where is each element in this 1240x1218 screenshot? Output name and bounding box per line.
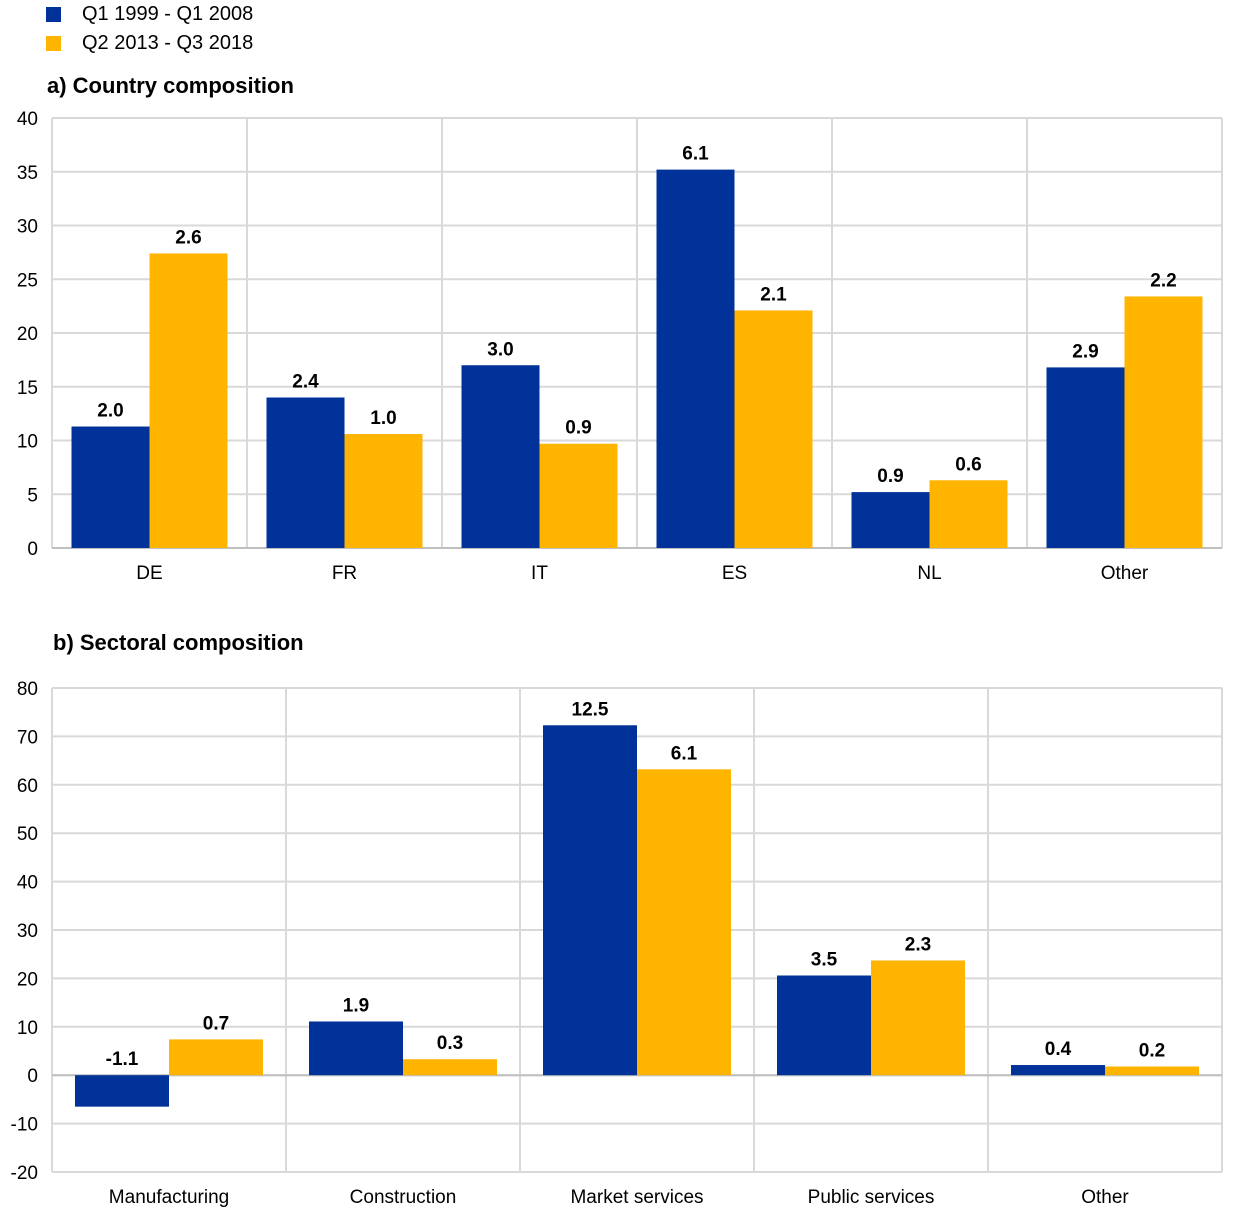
bar bbox=[344, 434, 423, 548]
bar bbox=[149, 253, 228, 548]
y-tick-label: 60 bbox=[17, 776, 38, 797]
country-composition-chart: 0 5 10 15 20 25 30 35 40 2.0 2.6 DE 2.4 1.0 FR 3.0 0.9 IT… bbox=[17, 109, 1223, 584]
bar-value-label: 0.6 bbox=[955, 454, 981, 475]
y-tick-label: 70 bbox=[17, 727, 38, 748]
bar-value-label: 0.2 bbox=[1139, 1040, 1165, 1061]
bar-value-label: 12.5 bbox=[572, 699, 609, 720]
category-label: Public services bbox=[808, 1187, 935, 1208]
category-label: Market services bbox=[570, 1187, 703, 1208]
legend-label: Q2 2013 - Q3 2018 bbox=[82, 32, 254, 54]
category-label: FR bbox=[332, 563, 357, 584]
y-tick-label: 10 bbox=[17, 1018, 38, 1039]
y-tick-label: 30 bbox=[17, 217, 38, 238]
category-label: DE bbox=[136, 563, 162, 584]
bar-value-label: 6.1 bbox=[682, 144, 709, 165]
y-tick-label: 20 bbox=[17, 324, 38, 345]
bar-value-label: 2.9 bbox=[1072, 341, 1098, 362]
bar bbox=[929, 480, 1008, 548]
bar-value-label: 1.0 bbox=[370, 408, 396, 429]
bar bbox=[539, 443, 618, 548]
y-tick-label: 0 bbox=[27, 1066, 38, 1087]
bar bbox=[637, 769, 731, 1076]
y-tick-label: 80 bbox=[17, 679, 38, 700]
bar bbox=[1105, 1066, 1199, 1076]
y-tick-label: 35 bbox=[17, 163, 38, 184]
category-label: Manufacturing bbox=[109, 1187, 229, 1208]
category-label: ES bbox=[722, 563, 747, 584]
bar-value-label: 2.6 bbox=[175, 227, 201, 248]
y-tick-label: 0 bbox=[27, 539, 38, 560]
bar-value-label: 0.9 bbox=[877, 466, 903, 487]
bar-value-label: 6.1 bbox=[671, 743, 698, 764]
bar-value-label: 3.5 bbox=[811, 949, 838, 970]
bar bbox=[71, 426, 150, 548]
bar bbox=[461, 365, 540, 548]
bar-value-label: 0.3 bbox=[437, 1033, 463, 1054]
category-label: IT bbox=[531, 563, 548, 584]
bar-value-label: 0.4 bbox=[1045, 1039, 1072, 1060]
bar bbox=[734, 310, 813, 548]
category-label: Other bbox=[1081, 1187, 1129, 1208]
y-tick-label: 30 bbox=[17, 921, 38, 942]
bar-value-label: 0.9 bbox=[565, 418, 591, 439]
bar bbox=[851, 492, 930, 548]
bar-value-label: 2.0 bbox=[97, 401, 123, 422]
bar-value-label: 2.3 bbox=[905, 934, 931, 955]
y-tick-label: 5 bbox=[27, 485, 38, 506]
y-tick-label: 40 bbox=[17, 109, 38, 130]
bar bbox=[777, 975, 871, 1076]
category-label: NL bbox=[917, 563, 941, 584]
legend: Q1 1999 - Q1 2008 Q2 2013 - Q3 2018 bbox=[46, 0, 253, 58]
y-tick-label: 25 bbox=[17, 270, 38, 291]
bar bbox=[266, 397, 345, 548]
panel-b-title: b) Sectoral composition bbox=[53, 630, 304, 655]
bar-value-label: 2.2 bbox=[1150, 270, 1176, 291]
bar bbox=[309, 1021, 403, 1076]
bar bbox=[1046, 367, 1125, 548]
bar bbox=[1011, 1065, 1105, 1076]
legend-swatch bbox=[46, 36, 61, 51]
bar-value-label: 1.9 bbox=[343, 995, 369, 1016]
panel-a-title: a) Country composition bbox=[47, 73, 294, 98]
legend-item-series-2: Q2 2013 - Q3 2018 bbox=[46, 29, 253, 58]
bar-value-label: 0.7 bbox=[203, 1013, 229, 1034]
legend-label: Q1 1999 - Q1 2008 bbox=[82, 3, 254, 25]
y-tick-label: 10 bbox=[17, 432, 38, 453]
legend-item-series-1: Q1 1999 - Q1 2008 bbox=[46, 0, 253, 29]
y-tick-label: 40 bbox=[17, 873, 38, 894]
category-label: Other bbox=[1101, 563, 1149, 584]
legend-swatch bbox=[46, 7, 61, 22]
bar bbox=[543, 725, 637, 1076]
bar-value-label: 2.1 bbox=[760, 284, 787, 305]
bar bbox=[169, 1039, 263, 1076]
bar bbox=[1124, 296, 1203, 548]
y-tick-label: 20 bbox=[17, 969, 38, 990]
bar bbox=[871, 960, 965, 1076]
bar bbox=[656, 169, 735, 548]
bar-value-label: 2.4 bbox=[292, 372, 319, 393]
category-label: Construction bbox=[350, 1187, 457, 1208]
y-tick-label: -20 bbox=[11, 1163, 38, 1184]
y-tick-label: -10 bbox=[11, 1115, 38, 1136]
y-tick-label: 15 bbox=[17, 378, 38, 399]
bar-value-label: 3.0 bbox=[487, 339, 513, 360]
bar bbox=[403, 1059, 497, 1076]
y-tick-label: 50 bbox=[17, 824, 38, 845]
bar-value-label: -1.1 bbox=[106, 1049, 139, 1070]
bar bbox=[75, 1075, 169, 1107]
